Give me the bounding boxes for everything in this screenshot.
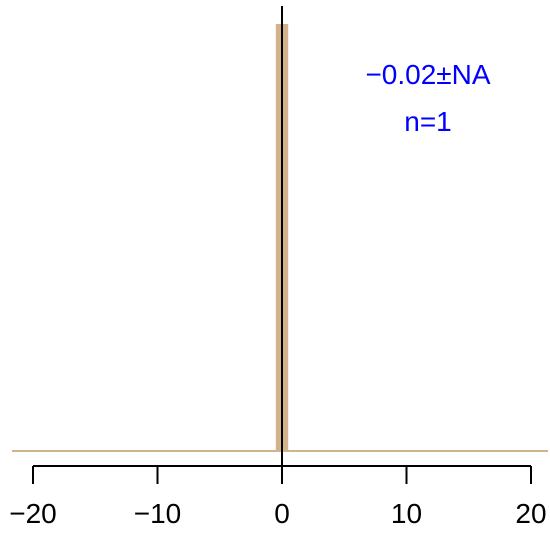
x-tick-label-4: 20: [515, 498, 546, 529]
x-tick-label-2: 0: [274, 498, 290, 529]
x-tick-label-0: −20: [9, 498, 57, 529]
x-axis-ticks: −20 −10 0 10 20: [9, 466, 547, 529]
x-tick-label-1: −10: [134, 498, 182, 529]
annotation-mean-sd: −0.02±NA: [365, 59, 490, 90]
x-tick-label-3: 10: [391, 498, 422, 529]
annotation-n: n=1: [404, 106, 452, 137]
